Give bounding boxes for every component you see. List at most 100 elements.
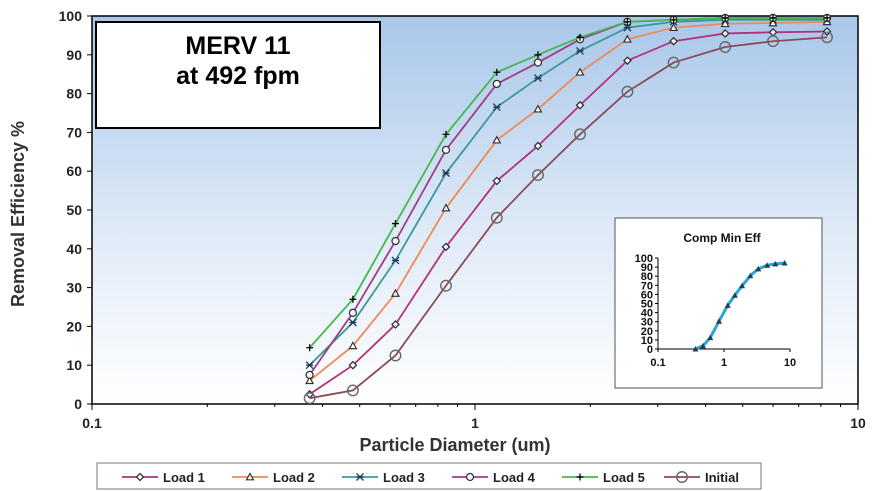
data-point [349, 295, 357, 303]
inset-data-point [724, 302, 731, 308]
data-point [533, 74, 542, 83]
x-tick-label: 0.1 [82, 415, 102, 431]
annotation-line-1: MERV 11 [185, 32, 290, 60]
legend-item: Load 4 [452, 470, 536, 485]
inset-y-tick-label: 60 [641, 289, 653, 301]
inset-data-point [781, 260, 788, 266]
legend-label: Load 5 [603, 470, 645, 485]
data-point [245, 472, 255, 481]
series-line [308, 18, 828, 366]
data-point [621, 85, 634, 98]
data-point [821, 31, 833, 44]
inset-y-tick-label: 50 [641, 299, 653, 311]
legend-item: Initial [664, 470, 739, 485]
inset-y-tick-label: 0 [647, 344, 653, 356]
data-point [346, 384, 359, 397]
data-point [305, 375, 315, 385]
data-point [348, 308, 358, 317]
data-point [676, 471, 688, 483]
series-line [309, 30, 828, 396]
data-point [823, 14, 831, 22]
legend-frame [96, 462, 762, 490]
inset-data-point [739, 282, 746, 289]
inset-frame [614, 217, 823, 389]
data-point [576, 46, 584, 55]
data-point [441, 203, 451, 212]
data-point [442, 169, 450, 178]
data-point [441, 242, 451, 252]
data-point [305, 361, 314, 370]
data-point [670, 16, 678, 24]
inset-title: Comp Min Eff [683, 231, 761, 245]
inset-data-point [764, 262, 771, 268]
data-point [492, 103, 501, 112]
data-point [490, 211, 503, 224]
data-point [767, 35, 779, 48]
legend-item: Load 5 [562, 470, 645, 485]
data-point [389, 349, 402, 362]
legend-label: Load 4 [493, 470, 536, 485]
inset-y-tick-label: 10 [641, 335, 653, 347]
data-point [622, 34, 632, 43]
data-point [720, 29, 730, 38]
data-point [442, 130, 450, 138]
data-point [135, 472, 145, 482]
data-point [622, 56, 632, 66]
data-point [623, 18, 631, 26]
legend-label: Load 3 [383, 470, 425, 485]
data-point [769, 14, 777, 22]
data-point [391, 256, 400, 265]
data-point [768, 18, 778, 27]
data-point [348, 341, 358, 350]
data-point [303, 392, 316, 405]
y-tick-label: 10 [66, 357, 82, 373]
inset-data-point [772, 260, 779, 267]
inset-y-tick-label: 80 [641, 271, 653, 283]
data-point [356, 473, 364, 481]
data-point [492, 79, 501, 89]
data-point [492, 176, 502, 186]
inset-data-point [731, 292, 738, 298]
annotation-box: MERV 11 at 492 fpm [95, 21, 381, 129]
x-tick-label: 10 [850, 415, 866, 431]
series-initial [303, 31, 833, 405]
data-point [669, 36, 679, 46]
series-line [309, 20, 828, 382]
data-point [391, 220, 399, 228]
inset-x-tick-label: 0.1 [650, 357, 665, 369]
y-tick-label: 100 [59, 8, 83, 24]
legend: Load 1 Load 2 Load 3 Load 4 Load 5 Initial [96, 462, 762, 490]
y-tick-label: 30 [66, 280, 82, 296]
series-layer [303, 13, 833, 405]
y-tick-label: 50 [66, 202, 82, 218]
series-line [309, 36, 828, 400]
data-point [348, 318, 357, 327]
inset-y-tick-label: 30 [641, 317, 653, 329]
data-point [667, 56, 680, 69]
data-point [348, 360, 358, 370]
legend-item: Load 3 [342, 470, 425, 485]
data-point [576, 33, 584, 41]
inset-y-tick-label: 20 [641, 326, 653, 338]
data-point [391, 236, 400, 246]
data-point [533, 141, 543, 151]
data-point [576, 473, 584, 481]
data-point [533, 104, 543, 113]
x-tick-label: 1 [471, 415, 479, 431]
data-point [465, 472, 475, 482]
data-point [305, 370, 314, 380]
data-point [390, 288, 401, 297]
inset-data-point [692, 346, 699, 352]
y-tick-label: 40 [66, 241, 82, 257]
data-point [719, 41, 732, 53]
legend-item: Load 2 [232, 470, 315, 485]
inset-y-tick-label: 70 [641, 280, 653, 292]
y-tick-label: 90 [66, 47, 82, 63]
inset-data-point [707, 334, 714, 341]
y-tick-label: 80 [66, 86, 82, 102]
series-load-2 [305, 17, 832, 385]
